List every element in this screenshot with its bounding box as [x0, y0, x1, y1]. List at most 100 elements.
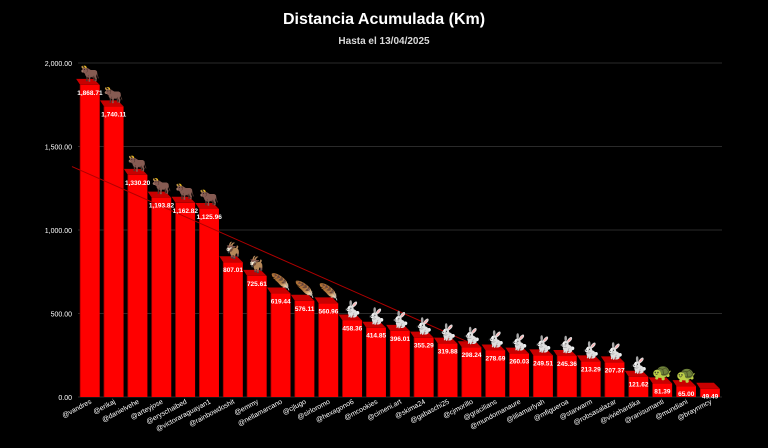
bar — [581, 361, 601, 397]
bar — [557, 356, 577, 397]
bar-top — [457, 341, 482, 348]
x-tick-label: @nellamarcano — [237, 399, 284, 428]
bar — [318, 303, 339, 397]
bar-top — [314, 297, 339, 304]
bar-top — [338, 314, 363, 321]
value-labels: 1,868.71 1,740.11 1,330.20 1,193.821,162.82… — [77, 90, 718, 401]
value-label: 298.24 — [462, 352, 482, 359]
value-label: 1,193.82 — [149, 203, 175, 210]
bar-top — [481, 344, 506, 351]
y-axis: 0.00 500.00 1,000.00 1,500.00 2,000.00 — [45, 61, 72, 402]
bar — [294, 300, 315, 397]
bar — [223, 262, 243, 397]
rabbit-icon: 🐇 — [533, 334, 553, 353]
bar-top — [600, 356, 625, 363]
bar — [652, 383, 673, 397]
bar-top — [672, 380, 697, 387]
bar — [103, 106, 124, 398]
rabbit-icon: 🐇 — [509, 333, 529, 352]
bar-top — [362, 321, 386, 328]
value-label: 81.39 — [654, 388, 671, 395]
rabbit-icon: 🐇 — [438, 323, 458, 342]
trendline-segment — [71, 166, 472, 345]
bar-top — [290, 294, 315, 301]
ox-icon: 🐂 — [104, 86, 124, 104]
chart-subtitle: Hasta el 13/04/2025 — [338, 36, 430, 47]
ox-icon: 🐂 — [199, 189, 219, 207]
value-label: 396.01 — [390, 336, 410, 343]
feather-icon: 🪶 — [318, 282, 338, 301]
y-tick-label: 1,500.00 — [45, 145, 72, 152]
bar — [485, 350, 506, 397]
bar — [509, 353, 530, 397]
goat-icon: 🐐 — [247, 255, 267, 274]
value-label: 213.29 — [581, 366, 601, 373]
y-tick-label: 0.00 — [58, 395, 72, 402]
value-label: 725.61 — [247, 281, 267, 288]
rabbit-icon: 🐇 — [390, 310, 410, 329]
bar-top — [171, 196, 196, 203]
goat-icon: 🐐 — [223, 241, 243, 260]
value-label: 619.44 — [271, 299, 291, 306]
bar — [175, 202, 196, 397]
bar-top — [266, 287, 291, 294]
bar-top — [624, 370, 649, 377]
ox-icon: 🐂 — [152, 178, 172, 196]
rabbit-icon: 🐇 — [342, 299, 362, 318]
bar — [127, 174, 148, 397]
bar — [199, 208, 219, 397]
rabbit-icon: 🐇 — [629, 356, 649, 375]
value-label: 560.96 — [318, 308, 338, 315]
bar — [604, 362, 625, 397]
bar — [390, 330, 410, 397]
y-tick-label: 2,000.00 — [45, 61, 72, 68]
value-label: 1,740.11 — [101, 111, 126, 118]
bar — [151, 197, 172, 397]
trendline — [71, 166, 472, 345]
ox-icon: 🐂 — [80, 65, 100, 83]
x-axis: @vandres @erikaj@danielvehe@arteyjose@ery… — [61, 398, 713, 433]
bar-top — [505, 347, 530, 354]
bar-top — [529, 349, 553, 356]
bar — [366, 327, 386, 397]
turtle-icon: 🐢 — [652, 364, 672, 381]
y-tick-label: 500.00 — [51, 312, 73, 319]
value-label: 65.00 — [678, 391, 695, 398]
bar — [461, 347, 482, 397]
bar — [80, 84, 100, 398]
bar — [700, 388, 720, 397]
bar-top — [553, 350, 577, 357]
bar — [247, 275, 267, 397]
bar-top — [219, 256, 243, 263]
value-label: 1,330.20 — [125, 180, 151, 187]
bar-top — [99, 100, 124, 107]
bar — [342, 320, 363, 397]
bar-top — [147, 191, 172, 198]
value-label: 319.88 — [438, 349, 458, 356]
value-label: 245.36 — [557, 361, 577, 368]
bar — [676, 386, 697, 397]
bar-top — [696, 382, 720, 389]
value-label: 576.11 — [295, 306, 315, 313]
bar — [437, 343, 458, 397]
value-label: 121.62 — [629, 382, 649, 389]
ox-icon: 🐂 — [175, 183, 195, 201]
bar-top — [386, 324, 410, 331]
value-label: 1,162.82 — [173, 208, 199, 215]
bar — [270, 293, 291, 397]
value-label: 414.85 — [366, 333, 386, 340]
rabbit-icon: 🐇 — [557, 335, 577, 354]
bar-icons: 🐂🐂🐂🐂 🐂 🐂🐐🐐🪶 🪶 🪶🐇 🐇 🐇 🐇 🐇 🐇 🐇 🐇 🐇 🐇 🐇 🐇🐇 🐢 🐢 — [80, 65, 696, 384]
bar-top — [243, 269, 267, 276]
bar — [414, 337, 434, 397]
turtle-icon: 🐢 — [676, 367, 696, 384]
value-label: 355.29 — [414, 343, 434, 350]
value-label: 1,125.96 — [197, 214, 223, 221]
value-label: 1,868.71 — [77, 90, 103, 97]
value-label: 458.36 — [342, 325, 362, 332]
bar-top — [577, 355, 601, 362]
rabbit-icon: 🐇 — [462, 326, 482, 345]
bar — [628, 376, 649, 397]
